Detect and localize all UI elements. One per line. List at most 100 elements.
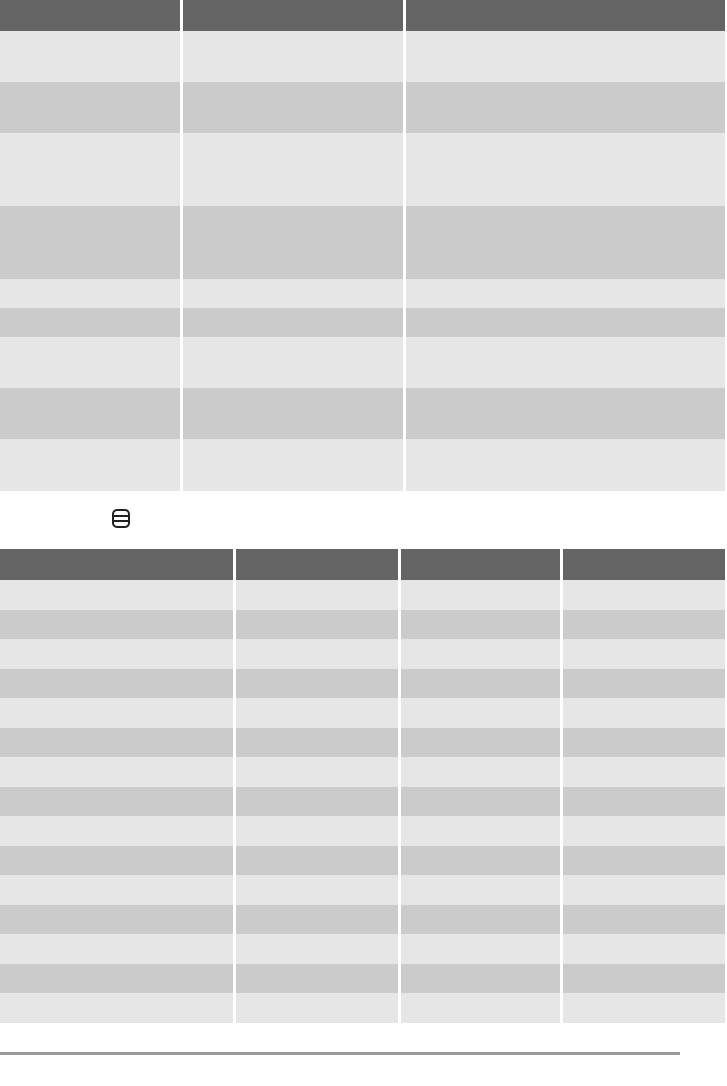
column-header: [563, 549, 725, 580]
table-cell: [406, 279, 725, 308]
table-cell: [183, 439, 403, 491]
table-cell: [236, 993, 398, 1023]
table-cell: [183, 31, 403, 82]
table-cell: [401, 727, 560, 757]
table-cell: [0, 308, 180, 337]
table-cell: [183, 133, 403, 206]
table-cell: [563, 845, 725, 875]
table-row: [0, 904, 725, 934]
table-cell: [0, 337, 180, 388]
table-cell: [401, 904, 560, 934]
table-cell: [0, 904, 233, 934]
column-header: [236, 549, 398, 580]
table-cell: [406, 337, 725, 388]
table-row: [0, 279, 725, 308]
table-row: [0, 337, 725, 388]
table-row: [0, 934, 725, 964]
table-row: [0, 845, 725, 875]
table-cell: [236, 668, 398, 698]
table-cell: [563, 580, 725, 610]
table-cell: [0, 786, 233, 816]
table-cell: [563, 786, 725, 816]
table-cell: [406, 133, 725, 206]
table-cell: [401, 934, 560, 964]
table-cell: [563, 904, 725, 934]
table-cell: [236, 934, 398, 964]
table-cell: [406, 82, 725, 133]
table-row: [0, 963, 725, 993]
table-row: [0, 439, 725, 491]
table-cell: [0, 388, 180, 439]
table-row: [0, 639, 725, 669]
table-row: [0, 993, 725, 1023]
table-cell: [0, 993, 233, 1023]
table-cell: [401, 757, 560, 787]
table-1: [0, 0, 725, 491]
table-cell: [406, 388, 725, 439]
table-row: [0, 388, 725, 439]
table-cell: [0, 698, 233, 728]
table-cell: [183, 388, 403, 439]
table-row: [0, 698, 725, 728]
table-cell: [0, 439, 180, 491]
table-row: [0, 609, 725, 639]
column-header: [0, 0, 180, 31]
table-cell: [0, 580, 233, 610]
table-cell: [563, 963, 725, 993]
table-cell: [236, 609, 398, 639]
table-cell: [0, 845, 233, 875]
table-cell: [563, 668, 725, 698]
table-row: [0, 786, 725, 816]
table-header-row: [0, 549, 725, 580]
table-cell: [563, 609, 725, 639]
table-row: [0, 580, 725, 610]
table-cell: [0, 31, 180, 82]
table-cell: [401, 698, 560, 728]
table-cell: [0, 727, 233, 757]
table-cell: [0, 816, 233, 846]
table-cell: [406, 206, 725, 279]
table-cell: [563, 993, 725, 1023]
table-cell: [0, 133, 180, 206]
table-cell: [0, 875, 233, 905]
table-cell: [406, 439, 725, 491]
table-cell: [0, 639, 233, 669]
table-cell: [0, 934, 233, 964]
table-cell: [0, 668, 233, 698]
table-row: [0, 82, 725, 133]
table-cell: [401, 609, 560, 639]
table-cell: [401, 875, 560, 905]
table-row: [0, 668, 725, 698]
table-cell: [183, 308, 403, 337]
table-cell: [401, 816, 560, 846]
table-cell: [236, 963, 398, 993]
table-cell: [563, 757, 725, 787]
table-cell: [0, 609, 233, 639]
table-row: [0, 308, 725, 337]
table-cell: [0, 757, 233, 787]
table-cell: [236, 845, 398, 875]
table-2: [0, 549, 725, 1023]
column-header: [183, 0, 403, 31]
table-cell: [401, 993, 560, 1023]
table-cell: [406, 308, 725, 337]
table-cell: [401, 786, 560, 816]
table-cell: [183, 206, 403, 279]
table-cell: [401, 845, 560, 875]
table-cell: [236, 757, 398, 787]
table-cell: [0, 82, 180, 133]
table-row: [0, 133, 725, 206]
table-row: [0, 31, 725, 82]
table-row: [0, 727, 725, 757]
table-cell: [183, 337, 403, 388]
table-cell: [563, 698, 725, 728]
table-cell: [236, 639, 398, 669]
table-cell: [183, 82, 403, 133]
table-cell: [236, 580, 398, 610]
table-cell: [236, 875, 398, 905]
table-cell: [183, 279, 403, 308]
rounded-rectangle-icon: [112, 509, 130, 528]
table-cell: [236, 816, 398, 846]
table-cell: [236, 727, 398, 757]
table-cell: [0, 279, 180, 308]
